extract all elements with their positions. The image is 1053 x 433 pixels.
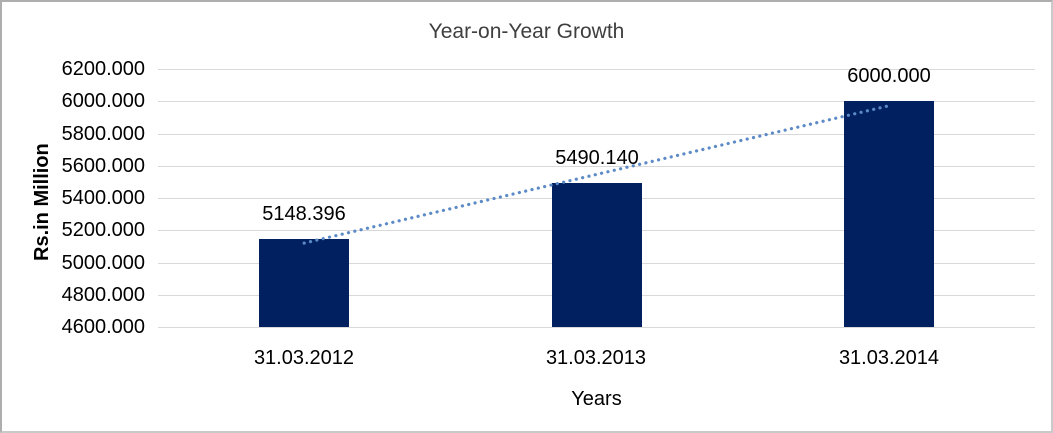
gridline — [158, 327, 1035, 328]
x-axis-title: Years — [571, 388, 622, 410]
chart-title: Year-on-Year Growth — [428, 20, 625, 43]
bar-31.03.2012 — [259, 239, 349, 327]
x-tick-label: 31.03.2013 — [545, 347, 647, 369]
y-tick-label: 6000.000 — [61, 90, 145, 112]
data-label: 5490.140 — [555, 147, 639, 169]
data-label: 5148.396 — [262, 203, 346, 225]
y-tick-label: 5400.000 — [61, 187, 145, 209]
y-tick-label: 4800.000 — [61, 284, 145, 306]
y-tick-label: 4600.000 — [61, 316, 145, 338]
y-tick-label: 5200.000 — [61, 219, 145, 241]
bar-31.03.2013 — [552, 183, 642, 327]
y-tick-label: 5000.000 — [61, 252, 145, 274]
y-tick-label: 5800.000 — [61, 123, 145, 145]
bar-31.03.2014 — [844, 101, 934, 327]
data-label: 6000.000 — [847, 65, 931, 87]
gridline — [158, 69, 1035, 70]
gridline — [158, 101, 1035, 102]
y-tick-label: 6200.000 — [61, 58, 145, 80]
x-tick-label: 31.03.2014 — [838, 347, 940, 369]
y-tick-label: 5600.000 — [61, 155, 145, 177]
x-tick-label: 31.03.2012 — [253, 347, 355, 369]
